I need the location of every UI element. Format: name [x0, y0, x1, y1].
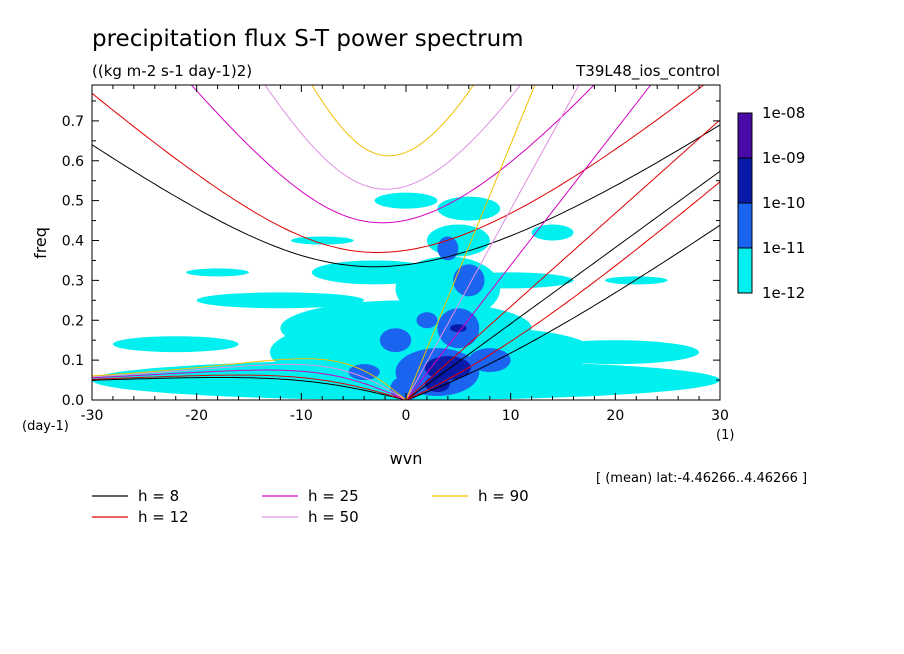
colorbar-swatch — [737, 202, 753, 249]
y-tick-label: 0.0 — [62, 393, 84, 409]
power-region-1e-11-13 — [112, 336, 239, 353]
y-tick-label: 0.7 — [62, 114, 84, 130]
power-region-1e-09-2 — [449, 324, 467, 333]
legend-label: h = 25 — [308, 487, 359, 505]
run-name: T39L48_ios_control — [575, 62, 720, 81]
x-tick-label: -10 — [290, 408, 313, 424]
x-tick-label: -30 — [81, 408, 104, 424]
power-region-1e-10-5 — [453, 264, 485, 297]
yanai-curve-h12 — [405, 181, 720, 400]
kelvin-curve-h50 — [405, 85, 580, 400]
power-region-1e-10-8 — [416, 312, 438, 329]
x-axis-label: wvn — [390, 449, 423, 468]
y-tick-label: 0.4 — [62, 234, 84, 250]
x-tick-label: 0 — [402, 408, 411, 424]
dispersion-curves — [92, 85, 720, 400]
colorbar-label: 1e-09 — [762, 149, 805, 167]
power-region-1e-11-9 — [311, 260, 438, 285]
power-region-1e-11-12 — [531, 340, 700, 365]
power-region-1e-10-7 — [437, 236, 459, 261]
y-tick-label: 0.1 — [62, 353, 84, 369]
axis-ticks: -30 -20 -10 0 10 20 30 0.0 0.1 0.2 0.3 0.4 0.5 0.6 0.7 — [62, 85, 729, 424]
rossby-curve-h90 — [92, 358, 407, 400]
power-region-1e-11-5 — [217, 364, 386, 397]
rossby-curve-h25 — [92, 369, 407, 400]
power-region-1e-11-18 — [186, 268, 250, 277]
power-region-1e-09-0 — [424, 356, 471, 381]
power-region-1e-11-8 — [426, 224, 490, 257]
curve-group-h8 — [92, 124, 720, 400]
footnote: [ (mean) lat:-4.46266..4.46266 ] — [596, 471, 807, 486]
rossby-curve-h8 — [92, 377, 407, 400]
legend-label: h = 50 — [308, 508, 359, 526]
colorbar-label: 1e-12 — [762, 284, 805, 302]
y-axis-label: freq — [31, 227, 50, 259]
legend-label: h = 90 — [478, 487, 529, 505]
chart-title: precipitation flux S-T power spectrum — [92, 26, 524, 52]
x-unit-label: (1) — [716, 428, 734, 443]
power-region-1e-11-11 — [196, 292, 365, 309]
x-tick-label: 30 — [711, 408, 729, 424]
colorbar-swatch — [737, 112, 753, 159]
curve-group-h50 — [92, 85, 580, 400]
power-region-1e-11-7 — [458, 364, 668, 397]
curve-group-h90 — [92, 85, 536, 400]
inertia-gravity-curve-h12 — [92, 85, 705, 253]
inertia-gravity-curve-h90 — [311, 85, 475, 157]
plot-area: -30 -20 -10 0 10 20 30 0.0 0.1 0.2 0.3 0.4 0.5 0.6 0.7 — [62, 84, 729, 424]
inertia-gravity-curve-h50 — [264, 85, 522, 190]
legend: h = 8 h = 12 h = 25 h = 50 h = 90 — [92, 487, 529, 526]
colorbar-swatch — [737, 247, 753, 294]
legend-label: h = 8 — [138, 487, 179, 505]
power-contours — [92, 192, 720, 400]
y-tick-label: 0.5 — [62, 194, 84, 210]
rossby-curve-h50 — [92, 363, 407, 400]
colorbar-swatch — [737, 157, 753, 204]
x-tick-label: -20 — [185, 408, 208, 424]
colorbar-label: 1e-08 — [762, 104, 805, 122]
kelvin-curve-h8 — [405, 170, 720, 400]
power-region-1e-11-14 — [374, 192, 438, 209]
power-region-1e-11-17 — [531, 224, 574, 241]
curve-group-h12 — [92, 85, 720, 400]
colorbar-label: 1e-10 — [762, 194, 805, 212]
chart-subtitle: ((kg m-2 s-1 day-1)2) — [92, 62, 252, 80]
kelvin-curve-h25 — [405, 85, 652, 400]
power-region-1e-10-4 — [468, 348, 511, 373]
rossby-curve-h12 — [92, 374, 407, 400]
y-tick-label: 0.6 — [62, 154, 84, 170]
y-unit-label: (day-1) — [22, 419, 69, 434]
colorbar: 1e-08 1e-09 1e-10 1e-11 1e-12 — [737, 104, 805, 302]
colorbar-label: 1e-11 — [762, 239, 805, 257]
kelvin-curve-h12 — [405, 119, 720, 400]
legend-label: h = 12 — [138, 508, 189, 526]
x-tick-label: 20 — [606, 408, 624, 424]
x-tick-label: 10 — [502, 408, 520, 424]
y-tick-label: 0.2 — [62, 313, 84, 329]
power-region-1e-11-19 — [604, 276, 668, 285]
power-region-1e-11-6 — [133, 376, 260, 393]
y-tick-label: 0.3 — [62, 273, 84, 289]
power-region-1e-11-15 — [437, 196, 501, 221]
yanai-curve-h8 — [405, 224, 720, 400]
inertia-gravity-curve-h8 — [92, 124, 720, 268]
power-region-1e-10-3 — [379, 328, 412, 353]
kelvin-curve-h90 — [405, 85, 536, 400]
power-region-1e-10-6 — [348, 364, 380, 381]
